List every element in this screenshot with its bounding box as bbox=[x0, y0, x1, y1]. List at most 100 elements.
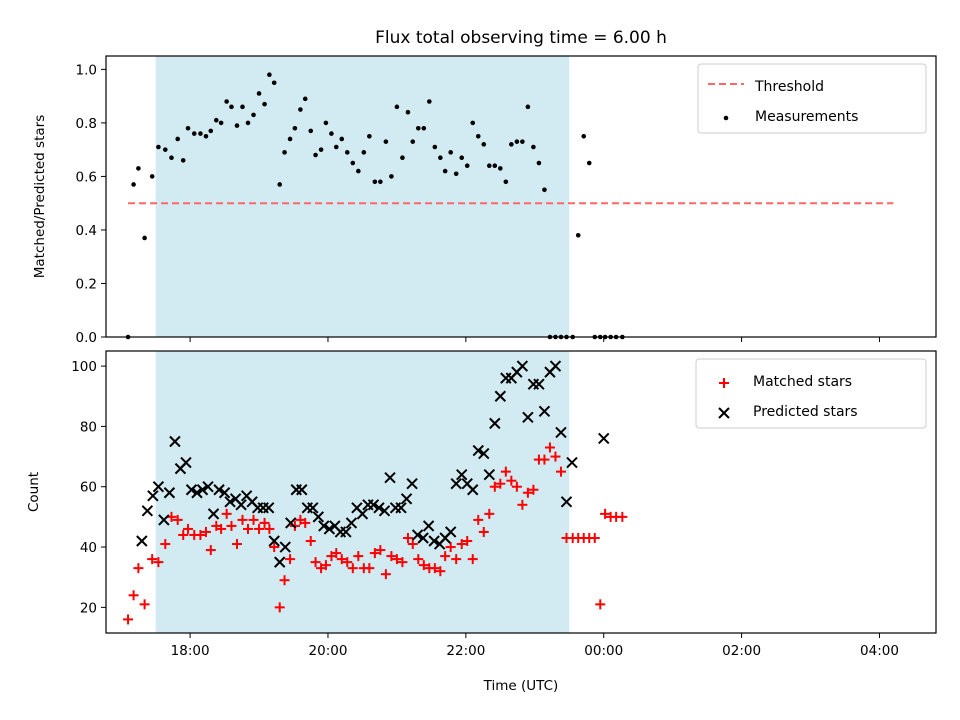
measurement-point bbox=[185, 125, 191, 131]
measurement-point bbox=[240, 104, 245, 110]
ratio-panel: 0.0 0.2 0.4 0.6 0.8 1.0 Matched/Predicted star… bbox=[32, 55, 937, 346]
matched-star-point bbox=[221, 508, 232, 519]
measurement-point bbox=[251, 112, 256, 118]
matched-star-point bbox=[550, 451, 561, 462]
matched-star-point bbox=[429, 563, 440, 574]
measurement-point bbox=[256, 91, 262, 96]
matched-star-point bbox=[467, 554, 478, 565]
measurement-point bbox=[198, 131, 203, 136]
measurement-point bbox=[432, 144, 438, 150]
predicted-star-point bbox=[566, 456, 578, 469]
measurement-point bbox=[136, 166, 141, 171]
measurement-point bbox=[520, 139, 525, 144]
matched-star-point bbox=[353, 551, 364, 562]
matched-star-point bbox=[595, 599, 606, 610]
legend-label: Predicted stars bbox=[753, 404, 858, 420]
predicted-star-point bbox=[478, 447, 490, 460]
measurement-point bbox=[525, 104, 531, 110]
matched-star-point bbox=[331, 548, 342, 559]
legend-box bbox=[695, 358, 927, 429]
matched-star-point bbox=[285, 554, 296, 565]
matched-star-point bbox=[407, 539, 418, 550]
matched-star-point bbox=[478, 526, 489, 537]
y-tick-label: 60 bbox=[80, 480, 97, 496]
measurement-point bbox=[175, 136, 180, 142]
measurement-point bbox=[213, 117, 219, 123]
matched-star-point bbox=[375, 545, 386, 556]
predicted-star-point bbox=[180, 456, 192, 469]
y-tick-label: 80 bbox=[80, 419, 97, 435]
predicted-star-point bbox=[598, 432, 610, 445]
predicted-star-point bbox=[296, 484, 308, 496]
predicted-star-point bbox=[472, 444, 484, 457]
axes-frame bbox=[105, 350, 937, 634]
matched-star-point bbox=[380, 569, 391, 580]
matched-star-point bbox=[243, 523, 254, 534]
matched-star-point bbox=[216, 523, 227, 534]
predicted-star-point bbox=[456, 468, 468, 481]
measurement-point bbox=[131, 182, 136, 187]
measurement-point bbox=[149, 174, 155, 179]
measurement-point bbox=[389, 174, 394, 179]
measurement-point bbox=[277, 182, 283, 187]
measurement-point bbox=[308, 128, 314, 134]
measurement-point bbox=[323, 120, 329, 126]
measurement-point bbox=[481, 142, 487, 147]
predicted-star-point bbox=[422, 520, 435, 532]
measurement-point bbox=[333, 144, 339, 150]
matched-star-point bbox=[544, 442, 555, 453]
legend: Matched stars Predicted stars bbox=[695, 358, 927, 429]
predicted-star-point bbox=[152, 481, 165, 493]
predicted-star-point bbox=[356, 508, 369, 520]
predicted-star-point bbox=[400, 493, 413, 505]
matched-star-point bbox=[248, 514, 259, 525]
matched-star-point bbox=[397, 557, 408, 568]
matched-star-point bbox=[279, 575, 290, 586]
measurement-point bbox=[350, 160, 356, 166]
matched-star-point bbox=[226, 520, 237, 531]
y-tick-label: 0.4 bbox=[76, 223, 97, 239]
matched-star-point bbox=[195, 529, 206, 540]
matched-star-point bbox=[153, 557, 164, 568]
measurement-point bbox=[586, 160, 592, 166]
x-tick-label: 22:00 bbox=[446, 643, 485, 659]
measurement-point bbox=[262, 101, 267, 107]
legend-label: Threshold bbox=[754, 79, 824, 95]
predicted-star-point bbox=[185, 484, 198, 496]
matched-star-point bbox=[336, 554, 347, 565]
measurement-point bbox=[542, 187, 547, 193]
measurement-point bbox=[410, 139, 416, 144]
matched-star-point bbox=[264, 523, 275, 534]
predicted-star-point bbox=[467, 484, 479, 496]
y-axis-label: Count bbox=[26, 472, 42, 512]
predicted-star-point bbox=[428, 535, 440, 547]
matched-star-point bbox=[506, 475, 517, 486]
measurement-point bbox=[344, 150, 350, 155]
predicted-star-point bbox=[411, 529, 424, 541]
matched-star-point bbox=[237, 514, 248, 525]
matched-star-point bbox=[517, 499, 528, 510]
measurement-point bbox=[372, 179, 378, 185]
predicted-star-point bbox=[323, 523, 336, 535]
measurement-point bbox=[486, 163, 492, 169]
x-tick-label: 04:00 bbox=[860, 643, 899, 659]
measurement-point bbox=[470, 120, 476, 126]
predicted-star-point bbox=[522, 411, 534, 424]
measurement-point bbox=[361, 150, 367, 155]
predicted-star-point bbox=[279, 541, 291, 553]
measurement-point bbox=[234, 123, 240, 128]
legend-box bbox=[697, 63, 927, 134]
measurement-point bbox=[498, 166, 503, 171]
matched-star-point bbox=[200, 526, 211, 537]
matched-star-point bbox=[254, 523, 265, 534]
matched-star-point bbox=[589, 532, 600, 543]
x-tick-label: 02:00 bbox=[722, 643, 761, 659]
predicted-star-point bbox=[489, 417, 501, 430]
measurement-point bbox=[503, 179, 509, 185]
matched-star-point bbox=[484, 508, 495, 519]
y-tick-label: 0.6 bbox=[76, 169, 97, 185]
predicted-star-point bbox=[307, 502, 319, 514]
measurement-point bbox=[218, 120, 224, 126]
measurement-point bbox=[378, 179, 383, 185]
